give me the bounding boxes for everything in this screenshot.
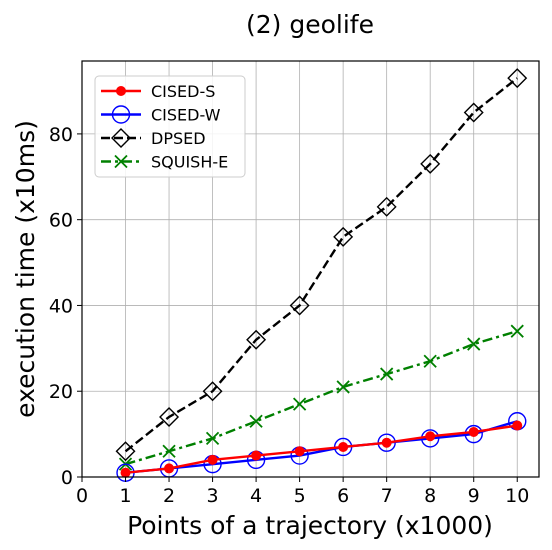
legend-item: CISED-W [101, 105, 221, 125]
data-point [464, 424, 483, 444]
legend-label: SQUISH-E [151, 153, 228, 172]
y-tick-label: 60 [49, 210, 73, 232]
data-point [336, 380, 350, 394]
data-point [333, 226, 354, 247]
data-point [115, 441, 136, 462]
series-line [125, 330, 518, 466]
x-tick-label: 7 [381, 485, 393, 507]
data-point [510, 324, 524, 338]
data-point [423, 354, 437, 368]
chart-title: (2) geolife [246, 10, 374, 39]
legend-item: SQUISH-E [101, 153, 228, 172]
data-point [420, 153, 441, 174]
x-tick-label: 4 [250, 485, 262, 507]
data-point [246, 329, 267, 350]
data-point [381, 437, 392, 448]
series-squish-e [118, 324, 524, 471]
legend-item: DPSED [101, 128, 206, 148]
plot-frame [81, 60, 540, 478]
legend-item: CISED-S [101, 82, 215, 101]
y-axis-label: execution time (x10ms) [11, 120, 40, 418]
data-point [294, 446, 305, 457]
data-point [164, 463, 175, 474]
x-tick-label: 0 [76, 485, 88, 507]
x-tick-label: 2 [163, 485, 175, 507]
data-point [292, 397, 307, 411]
data-point [159, 406, 180, 427]
x-tick-label: 8 [424, 485, 436, 507]
series-line [124, 77, 518, 453]
x-axis-label: Points of a trajectory (x1000) [127, 511, 493, 540]
data-point [202, 381, 223, 402]
y-tick-label: 20 [49, 381, 73, 403]
data-point [249, 414, 263, 428]
data-point [463, 102, 484, 123]
data-point [205, 431, 220, 446]
series-cised-s [120, 420, 523, 478]
series-line [125, 420, 518, 474]
legend-marker [114, 154, 128, 169]
y-tick-label: 0 [61, 467, 73, 489]
data-point [338, 441, 349, 452]
x-axis-ticks: 0 1 2 3 4 5 6 7 8 9 10 [76, 477, 529, 507]
data-point [207, 454, 218, 465]
data-point [380, 367, 394, 381]
data-point [251, 450, 262, 461]
series-layer [115, 68, 528, 482]
legend-label: CISED-S [151, 82, 215, 101]
legend-box [94, 75, 246, 178]
legend-marker [111, 105, 131, 124]
y-axis-ticks: 0 20 40 60 80 [49, 124, 82, 489]
data-point [289, 295, 310, 316]
data-point [507, 68, 528, 89]
data-point [468, 426, 479, 437]
x-tick-label: 9 [468, 485, 480, 507]
data-point [376, 196, 397, 217]
series-cised-w [116, 412, 527, 482]
legend-marker [116, 86, 126, 96]
x-tick-label: 5 [294, 485, 306, 507]
data-point [120, 467, 131, 478]
data-point [512, 420, 523, 431]
x-tick-label: 1 [119, 485, 131, 507]
x-tick-label: 6 [337, 485, 349, 507]
data-point [162, 444, 176, 458]
data-point [467, 337, 481, 351]
legend-label: DPSED [151, 129, 206, 148]
y-tick-label: 80 [49, 124, 73, 146]
y-tick-label: 40 [49, 295, 73, 317]
series-line [125, 424, 518, 474]
legend-marker [111, 128, 131, 148]
grid-lines [82, 61, 539, 477]
series-dpsed [115, 68, 528, 462]
x-tick-label: 3 [207, 485, 219, 507]
legend-label: CISED-W [151, 106, 221, 125]
data-point [425, 431, 436, 442]
x-tick-label: 10 [505, 485, 529, 507]
legend: CISED-S CISED-W DPSED SQUISH-E [94, 75, 246, 178]
